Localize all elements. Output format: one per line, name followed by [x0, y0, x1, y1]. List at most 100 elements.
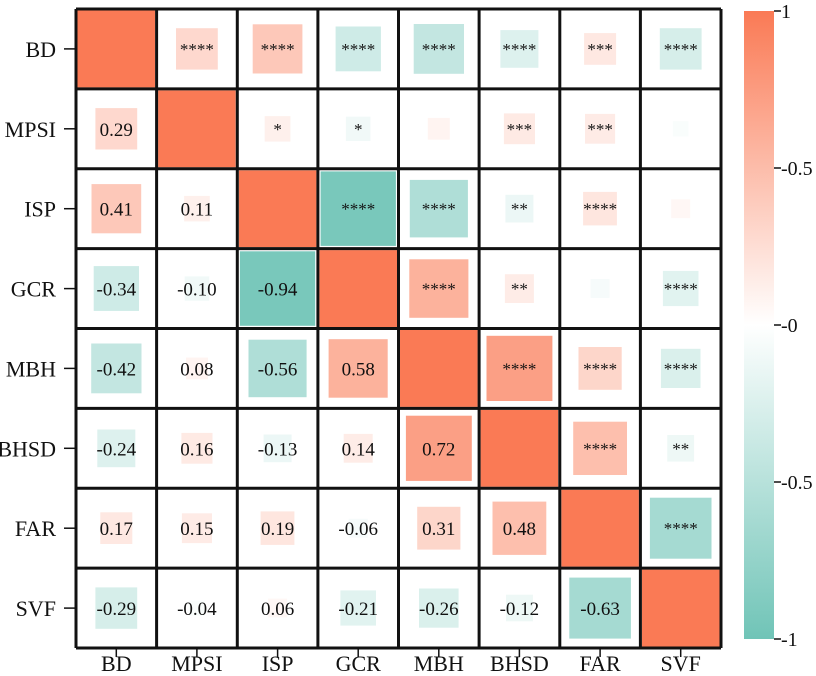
heatmap-cell-gcr-svf: [662, 270, 699, 307]
cell-value-label: 0.17: [100, 519, 133, 540]
cell-value-label: -0.42: [97, 359, 137, 380]
significance-stars-label: ****: [422, 200, 456, 219]
heatmap-cell-bd-gcr: [335, 26, 381, 72]
heatmap-cell-mbh-svf: [660, 348, 701, 388]
heatmap-cell-svf-isp: [268, 598, 288, 618]
heatmap-cell-mbh-mpsi: [186, 357, 208, 380]
heatmap-cell-gcr-far: [590, 279, 610, 298]
heatmap-cell-far-gcr: [348, 518, 368, 538]
colorbar-gradient: [744, 11, 774, 639]
heatmap-cell-mpsi-bd: [95, 108, 138, 150]
cell-value-label: -0.04: [177, 599, 217, 620]
heatmap-cell-svf-mbh: [419, 588, 459, 628]
heatmap-cell-bhsd-mpsi: [181, 432, 213, 464]
heatmap-cell-far-bd: [100, 512, 133, 544]
cell-value-label: -0.94: [258, 280, 298, 301]
heatmap-cell-bhsd-isp: [263, 434, 292, 463]
significance-stars-label: ****: [583, 200, 617, 219]
heatmap-cell-isp-svf: [671, 199, 691, 219]
cell-value-label: -0.56: [258, 359, 298, 380]
heatmap-cell-mbh-bd: [91, 343, 142, 394]
heatmap-cell-far-svf: [649, 497, 712, 559]
heatmap-cell-gcr-mbh: [409, 259, 469, 318]
cell-value-label: -0.06: [338, 519, 378, 540]
y-tick-label: ISP: [24, 197, 56, 222]
significance-stars-label: **: [511, 200, 528, 219]
heatmap-cell-bd-mbh: [413, 24, 464, 74]
cell-value-label: 0.16: [180, 439, 213, 460]
heatmap-grid: [74, 7, 723, 650]
y-tick-label: SVF: [16, 596, 56, 621]
heatmap-cell-svf-far: [569, 577, 631, 639]
significance-stars-label: ****: [583, 359, 617, 378]
heatmap-cell-isp-far: [583, 191, 617, 226]
heatmap-cell-gcr-mpsi: [184, 276, 210, 301]
significance-stars-label: ***: [587, 40, 613, 59]
heatmap-cell-mpsi-svf: [672, 121, 689, 137]
cell-value-label: -0.24: [97, 439, 137, 460]
significance-stars-label: **: [511, 280, 528, 299]
significance-stars-label: ****: [341, 40, 375, 59]
heatmap-cell-far-mpsi: [181, 513, 212, 544]
heatmap-cell-bhsd-svf: [667, 435, 695, 462]
heatmap-cell-bd-bd: [77, 10, 156, 88]
cell-value-label: -0.29: [97, 599, 137, 620]
cell-value-label: -0.21: [338, 599, 378, 620]
heatmap-cell-svf-bd: [95, 587, 138, 629]
heatmap-cell-gcr-gcr: [319, 250, 397, 327]
significance-stars-label: ****: [261, 40, 295, 59]
significance-stars-label: ****: [180, 40, 214, 59]
significance-stars-label: ****: [664, 519, 698, 538]
y-tick-label: GCR: [11, 277, 57, 302]
heatmap-cell-mpsi-isp: [264, 116, 291, 142]
heatmap-cell-mpsi-gcr: [345, 116, 371, 141]
cell-value-label: 0.15: [180, 519, 213, 540]
heatmap-cell-svf-svf: [641, 569, 720, 647]
significance-stars-label: ****: [341, 200, 375, 219]
heatmap-cells: **** **** **** **** **** *** ****0.29 * * *** ***0…: [77, 10, 720, 647]
significance-stars-label: ****: [664, 359, 698, 378]
heatmap-cell-far-far: [561, 489, 639, 567]
colorbar: 1 -0.5 -0 -0.5 -1: [744, 1, 813, 651]
y-axis-tick-labels: BD MPSI ISP GCR MBH BHSD FAR SVF: [0, 37, 76, 621]
cell-value-label: 0.58: [342, 359, 375, 380]
significance-stars-label: ***: [507, 120, 533, 139]
y-tick-label: FAR: [15, 516, 56, 541]
significance-stars-label: *: [354, 120, 363, 139]
heatmap-cell-far-mbh: [417, 506, 461, 550]
heatmap-cell-mbh-bhsd: [486, 335, 553, 401]
cell-value-label: 0.29: [100, 120, 133, 141]
significance-stars-label: *: [273, 120, 282, 139]
colorbar-tick-label: -0.5: [781, 472, 813, 494]
heatmap-cell-isp-mbh: [409, 179, 468, 238]
heatmap-cell-mbh-far: [578, 347, 622, 390]
heatmap-cell-gcr-bhsd: [504, 274, 534, 303]
heatmap-cell-bd-mpsi: [176, 28, 218, 70]
significance-stars-label: ****: [502, 359, 536, 378]
significance-stars-label: ***: [587, 120, 613, 139]
heatmap-cell-isp-bd: [91, 184, 142, 234]
cell-value-label: -0.26: [419, 599, 459, 620]
heatmap-cell-bd-bhsd: [500, 30, 539, 68]
significance-stars-label: ****: [502, 40, 536, 59]
cell-value-label: -0.63: [580, 599, 620, 620]
y-tick-label: BHSD: [0, 436, 56, 461]
x-axis-tick-labels: BD MPSI ISP GCR MBH BHSD FAR SVF: [101, 648, 701, 676]
heatmap-cell-isp-isp: [238, 170, 317, 248]
heatmap-cell-mbh-gcr: [328, 339, 388, 398]
heatmap-cell-bhsd-gcr: [343, 433, 373, 463]
heatmap-cell-bhsd-mbh: [405, 415, 472, 481]
heatmap-cell-svf-gcr: [340, 590, 376, 626]
heatmap-cell-bhsd-bhsd: [480, 409, 559, 487]
heatmap-cell-bd-isp: [252, 24, 303, 74]
heatmap-cell-bd-far: [584, 33, 617, 65]
heatmap-cell-gcr-isp: [239, 251, 316, 326]
colorbar-tick-label: -0.5: [781, 158, 813, 180]
cell-value-label: -0.13: [258, 439, 298, 460]
cell-value-label: 0.14: [342, 439, 376, 460]
cell-value-label: 0.48: [503, 519, 536, 540]
cell-value-label: 0.11: [181, 200, 214, 221]
heatmap-cell-bhsd-far: [573, 421, 627, 475]
heatmap-cell-far-isp: [260, 511, 295, 545]
heatmap-cell-svf-mpsi: [189, 600, 205, 616]
